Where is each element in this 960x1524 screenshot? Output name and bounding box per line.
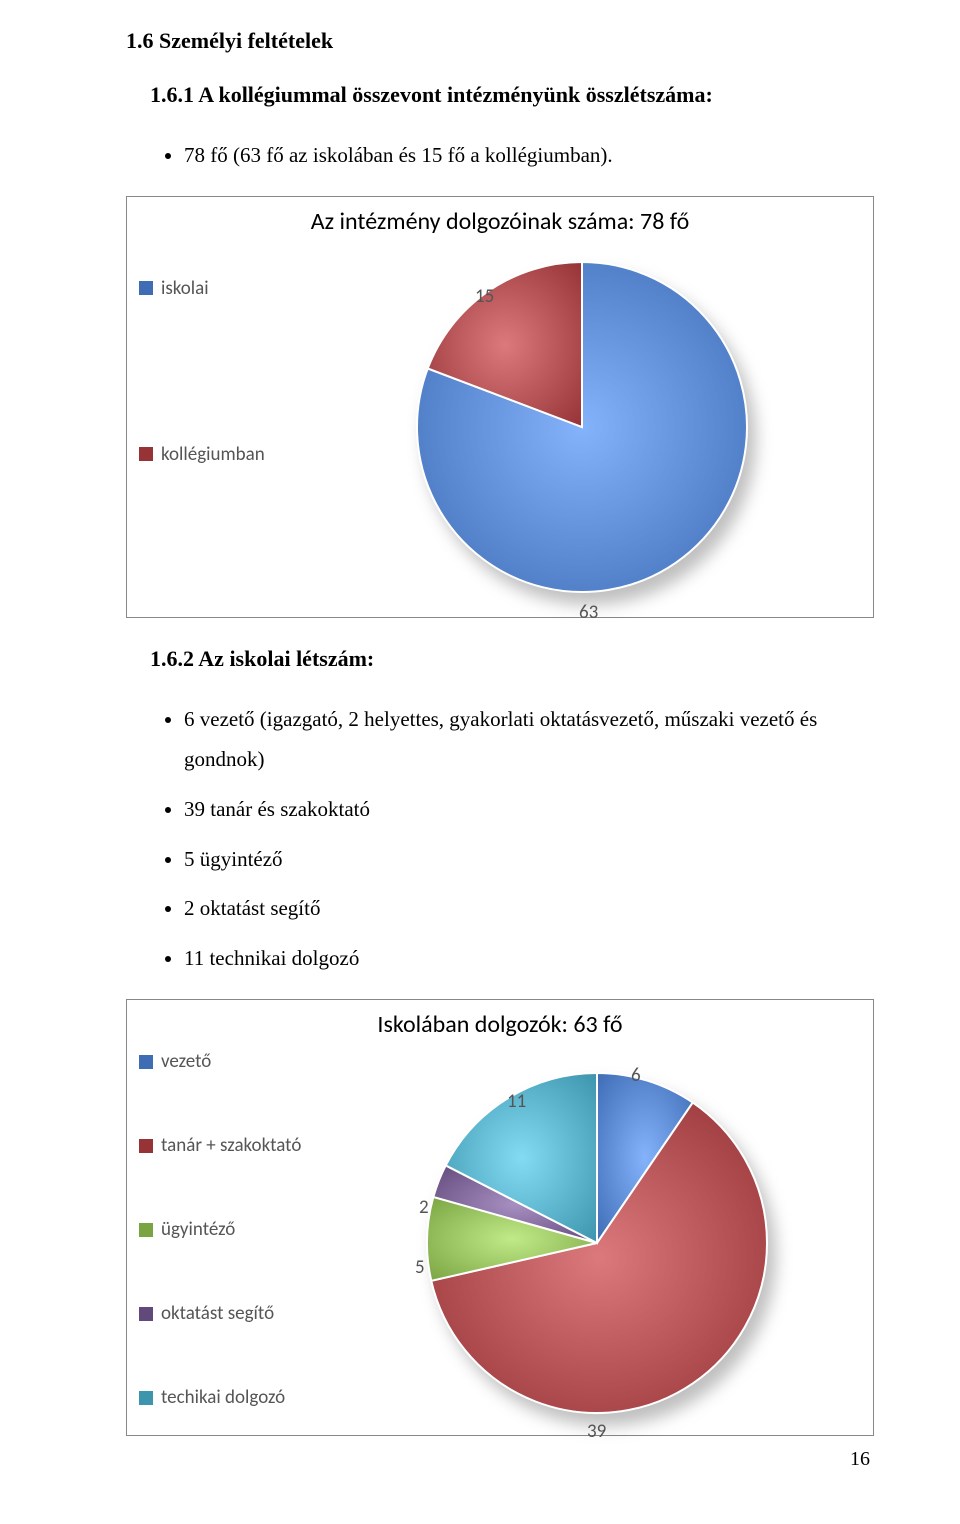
pie-svg [127,1000,875,1437]
chart-school-employees: Iskolában dolgozók: 63 fővezetőtanár + s… [126,999,874,1436]
data-label: 5 [415,1256,425,1279]
list-item: 78 fő (63 fő az iskolában és 15 fő a kol… [184,136,870,176]
data-label: 15 [475,285,494,308]
list-item: 6 vezető (igazgató, 2 helyettes, gyakorl… [184,700,870,780]
bullet-list-2: 6 vezető (igazgató, 2 helyettes, gyakorl… [126,700,870,979]
heading-1-6: 1.6 Személyi feltételek [126,28,870,54]
list-item: 39 tanár és szakoktató [184,790,870,830]
heading-1-6-2: 1.6.2 Az iskolai létszám: [150,646,870,672]
data-label: 39 [587,1420,606,1443]
data-label: 2 [419,1196,429,1219]
list-item: 5 ügyintéző [184,840,870,880]
heading-1-6-1: 1.6.1 A kollégiummal összevont intézmény… [150,82,870,108]
data-label: 63 [579,601,598,624]
list-item: 11 technikai dolgozó [184,939,870,979]
chart-employees-total: Az intézmény dolgozóinak száma: 78 főisk… [126,196,874,618]
pie-svg [127,197,875,619]
list-item: 2 oktatást segítő [184,889,870,929]
bullet-list-1: 78 fő (63 fő az iskolában és 15 fő a kol… [126,136,870,176]
data-label: 6 [631,1064,641,1087]
data-label: 11 [507,1090,526,1113]
page: 1.6 Személyi feltételek 1.6.1 A kollégiu… [0,0,960,1491]
page-number: 16 [126,1448,870,1471]
